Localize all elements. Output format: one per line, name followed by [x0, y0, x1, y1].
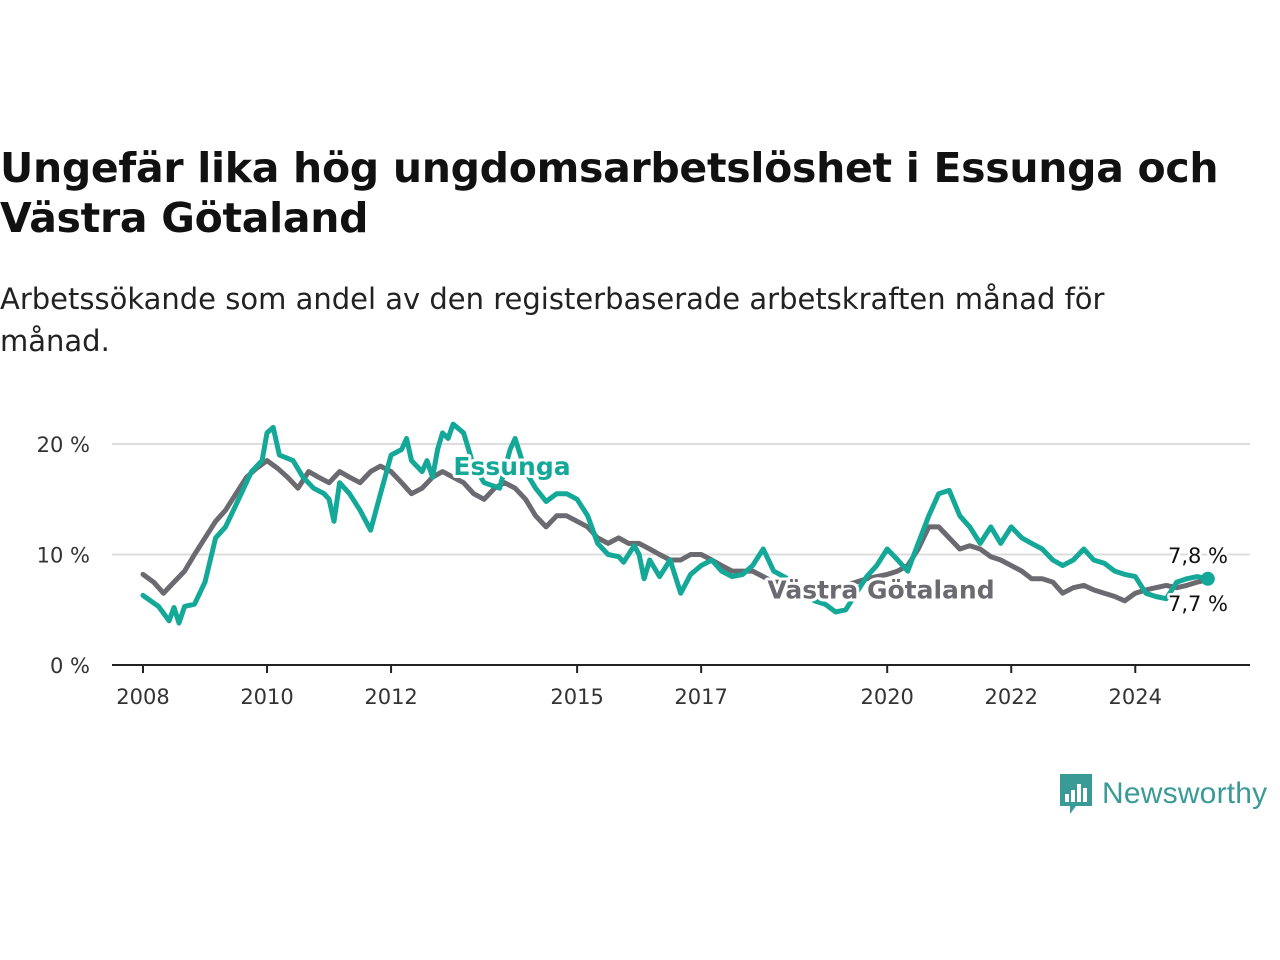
- newsworthy-wordmark: Newsworthy: [1102, 777, 1268, 810]
- end-label-vastra-gotaland: 7,7 %: [1168, 592, 1228, 616]
- x-tick-label: 2015: [550, 685, 603, 709]
- grid-lines: [112, 443, 1250, 556]
- x-tick-label: 2012: [364, 685, 417, 709]
- newsworthy-logo-icon: [1060, 774, 1092, 814]
- series-line-essunga: [140, 421, 1211, 626]
- x-tick-label: 2022: [985, 685, 1038, 709]
- y-tick-label: 20 %: [37, 433, 90, 457]
- chart-title: Ungefär lika hög ungdomsarbetslöshet i E…: [0, 144, 1219, 242]
- series-lines: [140, 421, 1215, 626]
- x-tick-label: 2008: [116, 685, 169, 709]
- y-axis-ticks: 0 % 10 % 20 %: [37, 433, 90, 678]
- chart-subtitle: Arbetssökande som andel av den registerb…: [0, 282, 1105, 358]
- newsworthy-brand: Newsworthy: [1058, 772, 1267, 816]
- series-label-vastra-gotaland: Västra Götaland: [767, 576, 994, 605]
- y-tick-label: 0 %: [50, 654, 90, 678]
- essunga-end-marker: [1200, 571, 1215, 586]
- x-axis-ticks: 2008 2010 2012 2015 2017 2020 2022 2024: [112, 664, 1250, 709]
- x-tick-label: 2024: [1109, 685, 1162, 709]
- y-tick-label: 10 %: [37, 544, 90, 568]
- series-labels: Essunga Västra Götaland 7,8 % 7,7 %: [450, 449, 1230, 618]
- line-chart: 0 % 10 % 20 % 2008 2010 2012 2015 2017 2020 2022…: [37, 421, 1250, 709]
- series-line-vastra-gotaland: [140, 458, 1211, 604]
- x-tick-label: 2020: [860, 685, 913, 709]
- x-tick-label: 2010: [240, 685, 293, 709]
- series-label-essunga: Essunga: [453, 452, 570, 481]
- end-label-essunga: 7,8 %: [1168, 544, 1228, 568]
- x-tick-label: 2017: [674, 685, 727, 709]
